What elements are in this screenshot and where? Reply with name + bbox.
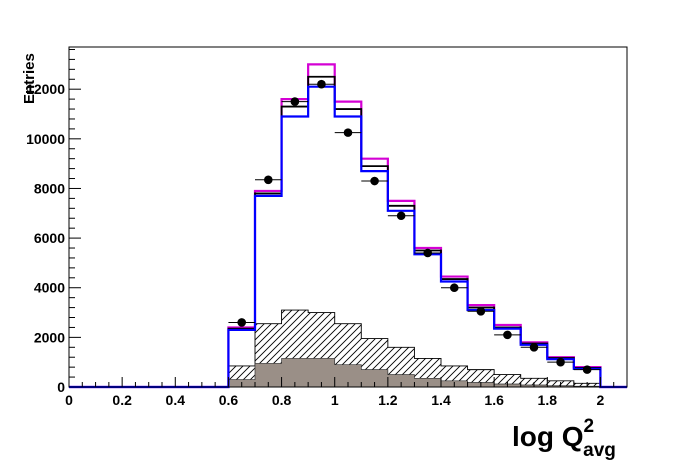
x-axis-label-superscript: 2 <box>584 416 595 437</box>
data-point <box>361 176 388 186</box>
data-point <box>414 248 441 258</box>
data-point-marker <box>263 175 273 185</box>
y-tick-label: 12000 <box>26 81 65 97</box>
blue-histogram-line <box>69 85 627 389</box>
x-tick-label: 1.2 <box>378 392 398 408</box>
data-point <box>467 307 495 316</box>
data-point-marker <box>503 330 512 340</box>
x-tick-label: 1.8 <box>538 392 558 408</box>
x-tick-label: 1 <box>331 392 339 408</box>
data-point <box>547 357 574 367</box>
x-tick-label: 0.4 <box>166 392 186 408</box>
data-point <box>387 211 415 221</box>
data-point-marker <box>343 128 353 137</box>
data-point <box>334 128 362 137</box>
data-point <box>255 175 282 185</box>
y-tick-label: 6000 <box>34 230 65 246</box>
data-point-marker <box>529 342 539 352</box>
data-point-marker <box>370 176 379 186</box>
data-point-marker <box>449 283 459 293</box>
data-point-marker <box>423 248 433 258</box>
data-point <box>281 97 309 106</box>
data-point <box>308 79 335 89</box>
x-tick-label: 0.2 <box>112 392 132 408</box>
y-tick-label: 2000 <box>34 329 65 345</box>
x-tick-label: 1.4 <box>431 392 451 408</box>
x-tick-label: 2 <box>597 392 605 408</box>
data-point-marker <box>237 318 247 327</box>
x-axis-label: log Q2 avg <box>512 416 616 461</box>
y-tick-label: 8000 <box>34 180 65 196</box>
data-point-marker <box>556 357 565 367</box>
axes: 0 0.2 0.4 0.6 0.8 1 1.2 1.4 1.6 1.8 2 0 2000 4000 6000… <box>26 46 628 408</box>
data-point-marker <box>290 97 300 106</box>
plot-area <box>69 63 627 389</box>
data-point <box>441 283 468 293</box>
y-tick-label: 10000 <box>26 131 65 147</box>
data-point <box>573 365 601 374</box>
x-tick-label: 0 <box>65 392 73 408</box>
x-axis-label-main: log Q <box>512 421 584 452</box>
y-tick-label: 0 <box>57 379 65 395</box>
data-point-marker <box>582 365 592 374</box>
data-point <box>494 330 521 340</box>
gray-filled-histogram <box>228 358 601 388</box>
x-tick-label: 1.6 <box>484 392 504 408</box>
data-point <box>520 342 548 352</box>
x-axis-label-subscript: avg <box>583 440 616 461</box>
data-point-marker <box>476 307 486 316</box>
data-point-marker <box>396 211 406 221</box>
data-point <box>228 318 255 327</box>
y-axis-label: Entries <box>21 53 38 104</box>
x-tick-label: 0.6 <box>219 392 239 408</box>
y-tick-label: 4000 <box>34 280 65 296</box>
data-point-marker <box>317 79 326 89</box>
x-tick-label: 0.8 <box>272 392 292 408</box>
axis-labels: Entries log Q2 avg <box>21 53 616 461</box>
